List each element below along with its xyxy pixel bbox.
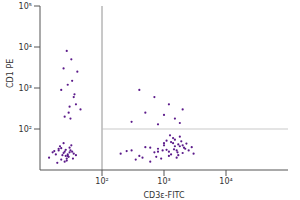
svg-text:10⁵: 10⁵ xyxy=(19,2,32,11)
svg-text:10⁴: 10⁴ xyxy=(219,177,232,186)
svg-text:10³: 10³ xyxy=(157,177,170,186)
svg-text:10³: 10³ xyxy=(19,84,32,93)
svg-text:10²: 10² xyxy=(95,177,108,186)
svg-text:10²: 10² xyxy=(19,125,32,134)
svg-text:10⁴: 10⁴ xyxy=(19,43,32,52)
svg-text:CD1 PE: CD1 PE xyxy=(8,59,15,88)
svg-text:CD3ε-FITC: CD3ε-FITC xyxy=(143,191,184,200)
